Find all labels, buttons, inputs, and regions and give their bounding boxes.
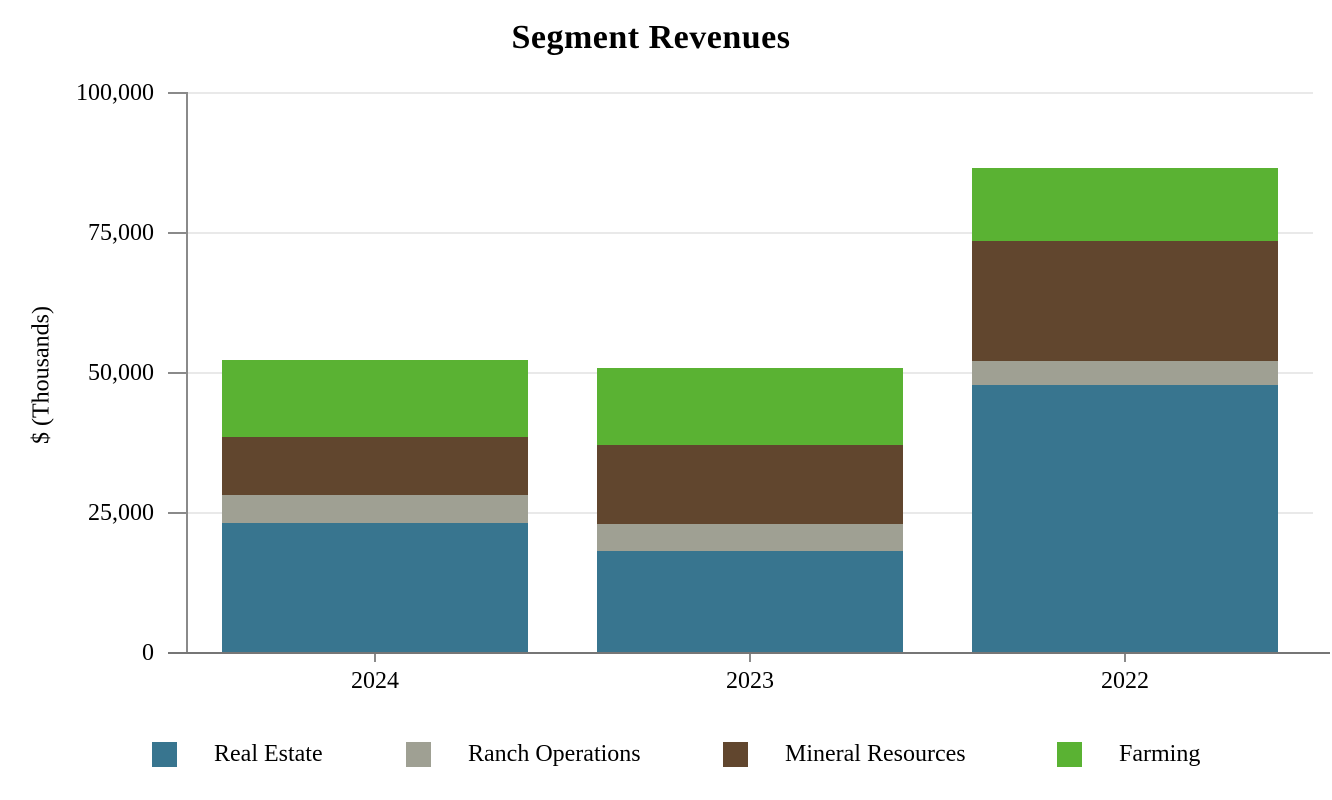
legend-item-ranch-operations: Ranch Operations xyxy=(406,741,641,767)
legend-label: Ranch Operations xyxy=(468,741,641,767)
legend-swatch-ranch-operations xyxy=(406,741,431,767)
x-tick xyxy=(1124,654,1126,662)
y-axis-line xyxy=(186,92,188,654)
bar-segment-farming-2022 xyxy=(972,168,1278,241)
y-tick xyxy=(168,512,188,514)
bar-segment-farming-2023 xyxy=(597,367,903,446)
legend-swatch-mineral-resources xyxy=(723,741,748,767)
x-tick xyxy=(374,654,376,662)
y-tick xyxy=(168,92,188,94)
x-tick-label: 2022 xyxy=(1101,668,1149,694)
gridline xyxy=(188,232,1313,234)
y-tick-label: 25,000 xyxy=(88,500,154,526)
x-tick-label: 2023 xyxy=(726,668,774,694)
bar-segment-real-estate-2023 xyxy=(597,551,903,653)
legend-swatch-real-estate xyxy=(152,741,177,767)
y-tick xyxy=(168,372,188,374)
legend-item-farming: Farming xyxy=(1057,741,1200,767)
bar-segment-mineral-resources-2024 xyxy=(222,436,528,496)
bar-segment-ranch-operations-2024 xyxy=(222,495,528,524)
x-axis-line xyxy=(168,651,1330,654)
legend-label: Real Estate xyxy=(214,741,323,767)
y-tick-label: 100,000 xyxy=(76,80,154,106)
gridline xyxy=(188,92,1313,94)
bar-segment-mineral-resources-2023 xyxy=(597,445,903,525)
bar-segment-mineral-resources-2022 xyxy=(972,240,1278,361)
legend-swatch-farming xyxy=(1057,741,1082,767)
y-tick xyxy=(168,232,188,234)
legend-label: Farming xyxy=(1119,741,1201,767)
legend-item-mineral-resources: Mineral Resources xyxy=(723,741,966,767)
bar-segment-real-estate-2022 xyxy=(972,384,1278,653)
legend-label: Mineral Resources xyxy=(785,741,966,767)
y-tick-label: 50,000 xyxy=(88,360,154,386)
legend-item-real-estate: Real Estate xyxy=(152,741,323,767)
x-tick xyxy=(749,654,751,662)
y-tick-label: 0 xyxy=(142,640,154,666)
bar-segment-real-estate-2024 xyxy=(222,523,528,653)
bar-segment-farming-2024 xyxy=(222,360,528,437)
x-tick-label: 2024 xyxy=(351,668,399,694)
chart-title: Segment Revenues xyxy=(511,19,791,56)
y-tick-label: 75,000 xyxy=(88,220,154,246)
bar-segment-ranch-operations-2023 xyxy=(597,524,903,552)
bar-segment-ranch-operations-2022 xyxy=(972,360,1278,385)
